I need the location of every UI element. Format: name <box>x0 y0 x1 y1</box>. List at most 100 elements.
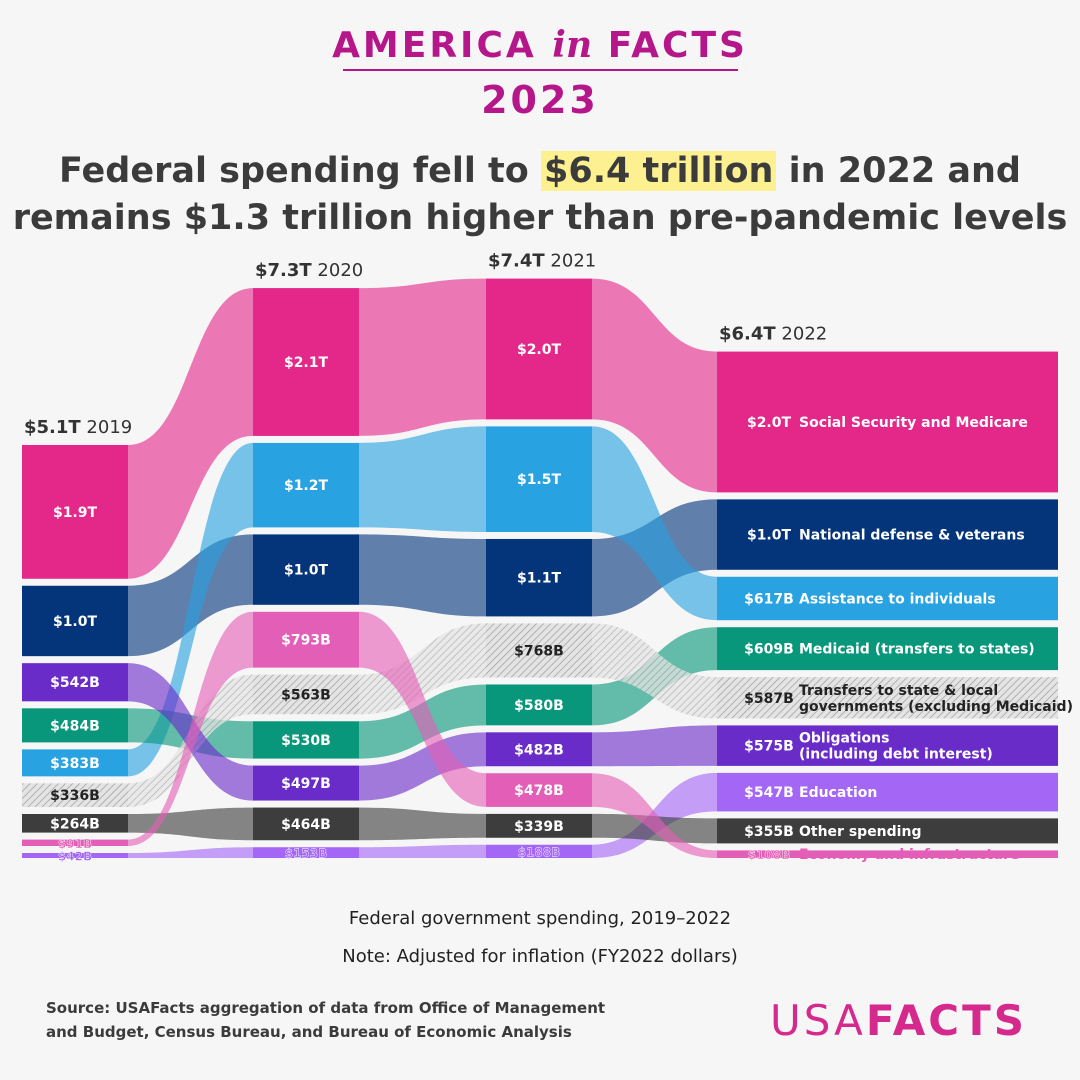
value-label-assistance-to-individuals-2021: $1.5T <box>517 472 562 488</box>
node-assistance-to-individuals-2022 <box>717 576 1058 621</box>
value-label-medicaid-transfers-to-states-2022: $609B <box>744 642 794 658</box>
node-economy-and-infrastructure-2022 <box>717 850 1058 858</box>
value-label-economy-and-infrastructure-2020: $793B <box>281 633 331 649</box>
brand-rule <box>343 69 738 71</box>
value-label-medicaid-transfers-to-states-2021: $580B <box>514 698 564 714</box>
value-label-national-defense-veterans-2021: $1.1T <box>517 571 562 587</box>
value-label-assistance-to-individuals-2020: $1.2T <box>284 478 329 494</box>
legend-label-transfers-to-state-local-governments-excluding-medicaid-line2: governments (excluding Medicaid) <box>799 699 1073 715</box>
node-medicaid-transfers-to-states-2022 <box>717 627 1058 671</box>
node-social-security-and-medicare-2020 <box>253 288 359 436</box>
flow-assistance-to-individuals-2020-2021 <box>359 426 486 532</box>
flow-transfers-to-state-local-governments-excluding-medicaid-2021-2022 <box>592 623 717 719</box>
node-education-2019 <box>22 853 128 858</box>
value-label-national-defense-veterans-2020: $1.0T <box>284 563 329 579</box>
value-label-obligations-including-debt-interest-2020: $497B <box>281 776 331 792</box>
node-assistance-to-individuals-2019 <box>22 749 128 777</box>
node-medicaid-transfers-to-states-2021 <box>486 684 592 726</box>
node-economy-and-infrastructure-2019 <box>22 839 128 846</box>
node-economy-and-infrastructure-2021 <box>486 773 592 807</box>
legend-label-obligations-including-debt-interest-line2: (including debt interest) <box>799 747 993 763</box>
brand-word-facts: FACTS <box>607 25 748 66</box>
value-label-social-security-and-medicare-2020: $2.1T <box>284 355 329 371</box>
value-label-medicaid-transfers-to-states-2019: $484B <box>50 718 100 734</box>
legend-label-assistance-to-individuals: Assistance to individuals <box>799 591 996 607</box>
logo-bold: FACTS <box>865 996 1028 1045</box>
flow-obligations-including-debt-interest-2020-2021 <box>359 732 486 801</box>
value-label-assistance-to-individuals-2022: $617B <box>744 591 794 607</box>
legend-label-economy-and-infrastructure: Economy and infrastructure <box>799 847 1019 863</box>
chart-note: Note: Adjusted for inflation (FY2022 dol… <box>342 946 738 967</box>
node-obligations-including-debt-interest-2021 <box>486 732 592 767</box>
usafacts-logo: USAFACTS <box>770 996 1027 1045</box>
headline-pre: Federal spending fell to <box>59 151 529 191</box>
node-national-defense-veterans-2022 <box>717 499 1058 570</box>
value-label-education-2019: $42B <box>58 850 92 864</box>
value-label-education-2020: $153B <box>285 847 328 861</box>
value-label-national-defense-veterans-2022: $1.0T <box>747 528 792 544</box>
node-economy-and-infrastructure-2020 <box>253 611 359 668</box>
headline-highlight: $6.4 trillion <box>540 151 777 191</box>
value-label-other-spending-2019: $264B <box>50 816 100 832</box>
flow-economy-and-infrastructure-2020-2021 <box>359 611 486 807</box>
node-obligations-including-debt-interest-2022 <box>717 725 1058 766</box>
node-education-2020 <box>253 847 359 858</box>
node-other-spending-2022 <box>717 818 1058 844</box>
value-label-assistance-to-individuals-2019: $383B <box>50 756 100 772</box>
node-social-security-and-medicare-2022 <box>717 351 1058 493</box>
headline: Federal spending fell to $6.4 trillion i… <box>0 148 1080 242</box>
value-label-national-defense-veterans-2019: $1.0T <box>53 614 98 630</box>
value-label-economy-and-infrastructure-2021: $478B <box>514 783 564 799</box>
node-obligations-including-debt-interest-2019 <box>22 663 128 702</box>
value-label-social-security-and-medicare-2021: $2.0T <box>517 342 562 358</box>
node-education-2021 <box>486 844 592 858</box>
legend-label-social-security-and-medicare: Social Security and Medicare <box>799 415 1028 431</box>
flow-economy-and-infrastructure-2021-2022 <box>592 773 717 858</box>
node-transfers-to-state-local-governments-excluding-medicaid-2019 <box>22 783 128 808</box>
value-label-social-security-and-medicare-2019: $1.9T <box>53 505 98 521</box>
flow-national-defense-veterans-2020-2021 <box>359 534 486 617</box>
source-line2: and Budget, Census Bureau, and Bureau of… <box>46 1023 572 1041</box>
logo-light: USA <box>770 996 866 1045</box>
brand-word-in: in <box>552 24 593 66</box>
node-transfers-to-state-local-governments-excluding-medicaid-2020 <box>253 674 359 715</box>
node-other-spending-2021 <box>486 813 592 838</box>
brand-word-america: AMERICA <box>332 25 537 66</box>
flow-assistance-to-individuals-2021-2022 <box>592 426 717 621</box>
column-total-2019: $5.1T 2019 <box>24 417 132 438</box>
node-other-spending-2019 <box>22 814 128 833</box>
value-label-other-spending-2021: $339B <box>514 819 564 835</box>
value-label-other-spending-2022: $355B <box>744 824 794 840</box>
legend-label-medicaid-transfers-to-states: Medicaid (transfers to states) <box>799 642 1035 658</box>
node-social-security-and-medicare-2019 <box>22 445 128 579</box>
column-total-2020: $7.3T 2020 <box>255 260 363 281</box>
node-transfers-to-state-local-governments-excluding-medicaid-2022 <box>717 677 1058 719</box>
brand-title: AMERICA in FACTS <box>0 24 1080 66</box>
headline-line2: remains $1.3 trillion higher than pre-pa… <box>12 198 1068 238</box>
column-total-2022: $6.4T 2022 <box>719 324 827 345</box>
flow-social-security-and-medicare-2019-2020 <box>128 288 253 579</box>
flow-social-security-and-medicare-2020-2021 <box>359 278 486 436</box>
node-education-2022 <box>717 772 1058 812</box>
flow-assistance-to-individuals-2019-2020 <box>128 442 253 777</box>
source-line1: Source: USAFacts aggregation of data fro… <box>46 999 606 1017</box>
flow-economy-and-infrastructure-2019-2020 <box>128 611 253 846</box>
node-social-security-and-medicare-2021 <box>486 278 592 420</box>
node-transfers-to-state-local-governments-excluding-medicaid-2021 <box>486 623 592 678</box>
source-note: Source: USAFacts aggregation of data fro… <box>46 996 646 1044</box>
value-label-transfers-to-state-local-governments-excluding-medicaid-2020: $563B <box>281 687 331 703</box>
value-label-other-spending-2020: $464B <box>281 817 331 833</box>
flow-social-security-and-medicare-2021-2022 <box>592 278 717 493</box>
node-assistance-to-individuals-2021 <box>486 426 592 532</box>
value-label-medicaid-transfers-to-states-2020: $530B <box>281 733 331 749</box>
legend-label-national-defense-veterans: National defense & veterans <box>799 528 1025 544</box>
value-label-education-2021: $188B <box>518 845 561 859</box>
headline-post: in 2022 and <box>788 151 1021 191</box>
node-national-defense-veterans-2020 <box>253 534 359 605</box>
value-label-obligations-including-debt-interest-2019: $542B <box>50 675 100 691</box>
value-label-transfers-to-state-local-governments-excluding-medicaid-2022: $587B <box>744 691 794 707</box>
value-label-education-2022: $547B <box>744 785 794 801</box>
value-label-economy-and-infrastructure-2019: $91B <box>58 837 92 851</box>
node-medicaid-transfers-to-states-2019 <box>22 708 128 743</box>
